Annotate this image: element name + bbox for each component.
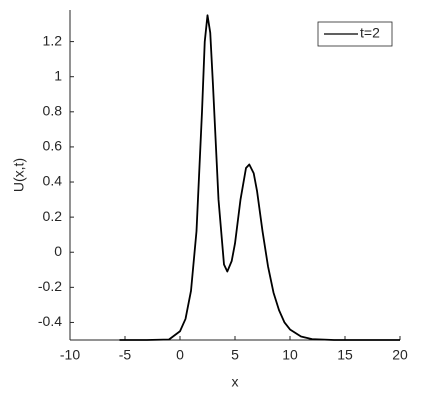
- legend-label: t=2: [360, 25, 380, 41]
- y-tick-label: -0.4: [38, 313, 62, 329]
- x-tick-label: 0: [176, 347, 184, 363]
- y-tick-label: 0.8: [43, 103, 63, 119]
- x-tick-label: 5: [231, 347, 239, 363]
- y-axis-label: U(x,t): [11, 158, 27, 192]
- y-tick-label: 1: [54, 67, 62, 83]
- x-tick-label: 15: [337, 347, 353, 363]
- x-tick-label: -10: [60, 347, 80, 363]
- x-axis-label: x: [232, 374, 239, 390]
- y-tick-label: 0: [54, 243, 62, 259]
- y-tick-label: 0.2: [43, 208, 63, 224]
- y-tick-label: 0.4: [43, 173, 63, 189]
- y-tick-label: 1.2: [43, 32, 63, 48]
- x-tick-label: 10: [282, 347, 298, 363]
- x-tick-label: -5: [119, 347, 132, 363]
- y-tick-label: 0.6: [43, 138, 63, 154]
- data-line: [119, 14, 400, 341]
- y-tick-label: -0.2: [38, 278, 62, 294]
- x-tick-label: 20: [392, 347, 408, 363]
